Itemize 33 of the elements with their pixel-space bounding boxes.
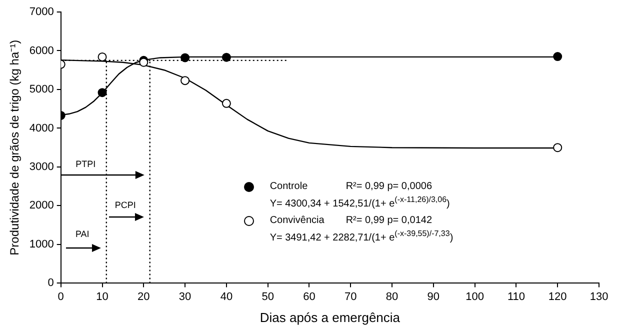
annotation: PAI — [75, 229, 90, 240]
y-tick-label: 7000 — [29, 6, 54, 18]
annotation: R²= 0,99 p= 0,0006 — [346, 180, 432, 194]
x-tick-label: 40 — [220, 290, 233, 303]
y-axis-title: Produtividade de grãos de trigo (kg ha⁻¹) — [8, 40, 22, 256]
x-tick-label: 10 — [96, 290, 108, 303]
y-tick-label: 5000 — [29, 84, 54, 96]
x-tick-label: 20 — [138, 290, 150, 303]
x-tick-label: 110 — [507, 290, 525, 303]
y-tick-label: 6000 — [29, 44, 54, 57]
y-tick-label: 1000 — [29, 238, 54, 250]
y-tick-label: 2000 — [29, 200, 54, 212]
x-tick-label: 100 — [466, 290, 484, 303]
x-axis-title: Dias após a emergência — [260, 310, 401, 325]
x-tick-label: 60 — [303, 290, 316, 303]
y-tick-label: 3000 — [29, 161, 54, 174]
x-tick-label: 30 — [178, 290, 192, 303]
y-tick-label: 4000 — [29, 122, 54, 134]
x-tick-label: 120 — [548, 290, 567, 303]
legend-label: Convivência — [270, 214, 326, 228]
annotation: R²= 0,99 p= 0,0142 — [346, 214, 432, 228]
x-tick-label: 80 — [386, 290, 398, 303]
annotation: Y= 3491,42 + 2282,71/(1+ e$^{(-x-39,55)/-7,33}$) — [270, 228, 454, 245]
x-tick-label: 50 — [262, 290, 274, 303]
annotation: Y= 4300,34 + 1542,51/(1+ e$^{(-x-11,26)/3,06}$) — [270, 194, 451, 210]
x-tick-label: 130 — [590, 290, 608, 303]
x-tick-label: 90 — [427, 290, 440, 303]
x-tick-label: 0 — [58, 290, 64, 303]
y-tick-label: 0 — [48, 277, 54, 290]
legend-label: Controle — [270, 180, 309, 194]
x-tick-label: 70 — [344, 290, 357, 303]
annotation: PCPI — [114, 200, 136, 210]
annotation: PTPI — [76, 158, 96, 169]
